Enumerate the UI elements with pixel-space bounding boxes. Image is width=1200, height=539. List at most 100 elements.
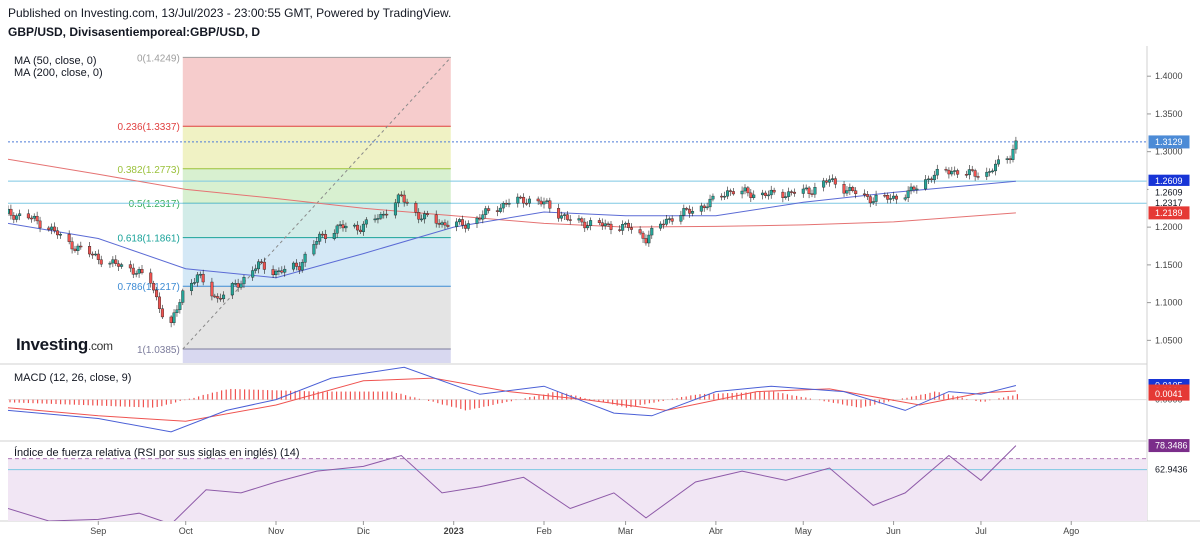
candle-body bbox=[728, 190, 732, 192]
x-tick-label: Jun bbox=[886, 526, 901, 536]
fib-zone bbox=[182, 349, 451, 363]
candle-body bbox=[568, 219, 572, 221]
candle-body bbox=[379, 214, 383, 219]
candle-body bbox=[338, 224, 342, 227]
candle-body bbox=[222, 294, 226, 300]
candle-body bbox=[361, 223, 365, 232]
candle-body bbox=[813, 187, 817, 195]
candle-body bbox=[862, 193, 866, 196]
candle-body bbox=[670, 218, 674, 222]
candle-body bbox=[629, 227, 633, 230]
candle-body bbox=[956, 170, 960, 175]
candle-body bbox=[688, 208, 692, 214]
candle-body bbox=[618, 229, 622, 231]
y-tick-label: 1.0500 bbox=[1155, 335, 1183, 345]
candle-body bbox=[894, 195, 898, 200]
candle-body bbox=[271, 269, 275, 276]
candle-body bbox=[111, 259, 115, 264]
candle-body bbox=[364, 219, 368, 225]
candle-body bbox=[475, 217, 479, 224]
candle-body bbox=[233, 283, 237, 285]
candle-body bbox=[967, 169, 971, 176]
candle-body bbox=[763, 192, 767, 196]
candle-body bbox=[927, 178, 931, 181]
candle-body bbox=[181, 290, 185, 303]
candle-body bbox=[746, 187, 750, 194]
candle-body bbox=[455, 221, 459, 227]
fib-level-label: 0.382(1.2773) bbox=[118, 165, 180, 176]
candle-body bbox=[53, 226, 57, 231]
candle-body bbox=[539, 200, 543, 205]
candle-body bbox=[833, 178, 837, 185]
macd-title: MACD (12, 26, close, 9) bbox=[14, 372, 132, 384]
candle-body bbox=[259, 261, 263, 263]
fib-zone bbox=[182, 203, 451, 238]
candle-body bbox=[195, 274, 199, 283]
x-tick-label: Oct bbox=[179, 526, 194, 536]
candle-body bbox=[996, 159, 1000, 165]
rsi-series bbox=[8, 445, 1017, 521]
candle-body bbox=[73, 248, 77, 251]
candle-body bbox=[50, 226, 54, 230]
candle-body bbox=[507, 203, 511, 205]
candle-body bbox=[262, 261, 266, 270]
candle-body bbox=[699, 205, 703, 212]
candle-body bbox=[545, 200, 549, 203]
candle-body bbox=[175, 309, 179, 314]
candle-body bbox=[318, 233, 322, 242]
candle-body bbox=[12, 215, 16, 220]
candle-body bbox=[236, 283, 240, 288]
candle-body bbox=[399, 194, 403, 197]
candle-body bbox=[883, 194, 887, 197]
candle-body bbox=[702, 205, 706, 208]
x-tick-label: Nov bbox=[268, 526, 285, 536]
candle-body bbox=[659, 223, 663, 229]
candle-body bbox=[865, 194, 869, 197]
fib-zone bbox=[182, 286, 451, 350]
candle-body bbox=[67, 234, 71, 242]
y-tick-label: 1.2000 bbox=[1155, 222, 1183, 232]
candle-body bbox=[580, 218, 584, 223]
candle-body bbox=[8, 208, 10, 214]
main-series bbox=[8, 136, 1018, 328]
candle-body bbox=[239, 283, 243, 288]
candle-body bbox=[827, 179, 831, 183]
candle-body bbox=[131, 267, 135, 275]
candle-body bbox=[458, 219, 462, 223]
investing-logo: Investing.com bbox=[16, 335, 113, 354]
candle-body bbox=[522, 196, 526, 204]
candle-body bbox=[964, 174, 968, 176]
candle-body bbox=[396, 194, 400, 204]
candle-body bbox=[201, 273, 205, 283]
candle-body bbox=[723, 195, 727, 198]
candle-body bbox=[769, 189, 773, 196]
y-tick-label: 1.1500 bbox=[1155, 260, 1183, 270]
candle-body bbox=[973, 170, 977, 177]
candle-body bbox=[481, 214, 485, 220]
candle-body bbox=[414, 203, 418, 213]
candle-body bbox=[519, 196, 523, 199]
candle-body bbox=[679, 215, 683, 222]
candle-body bbox=[120, 264, 124, 267]
candle-body bbox=[804, 187, 808, 190]
candle-body bbox=[35, 215, 39, 222]
rsi-title: Índice de fuerza relativa (RSI por sus s… bbox=[14, 447, 300, 459]
candle-body bbox=[70, 241, 74, 250]
candle-body bbox=[219, 297, 223, 300]
fib-level-label: 0.618(1.1861) bbox=[118, 234, 180, 245]
price-tag-label: 1.2189 bbox=[1155, 208, 1183, 218]
x-tick-label: Feb bbox=[536, 526, 552, 536]
candle-body bbox=[90, 253, 94, 256]
x-tick-label: May bbox=[795, 526, 813, 536]
candle-body bbox=[548, 200, 552, 209]
candle-body bbox=[460, 219, 464, 226]
candle-body bbox=[376, 218, 380, 220]
candle-body bbox=[294, 262, 298, 267]
candle-body bbox=[38, 220, 42, 229]
candle-body bbox=[664, 218, 668, 225]
candle-body bbox=[332, 233, 336, 239]
candle-body bbox=[96, 253, 100, 260]
candle-body bbox=[807, 187, 811, 194]
candle-body bbox=[542, 201, 546, 205]
candle-body bbox=[597, 220, 601, 223]
